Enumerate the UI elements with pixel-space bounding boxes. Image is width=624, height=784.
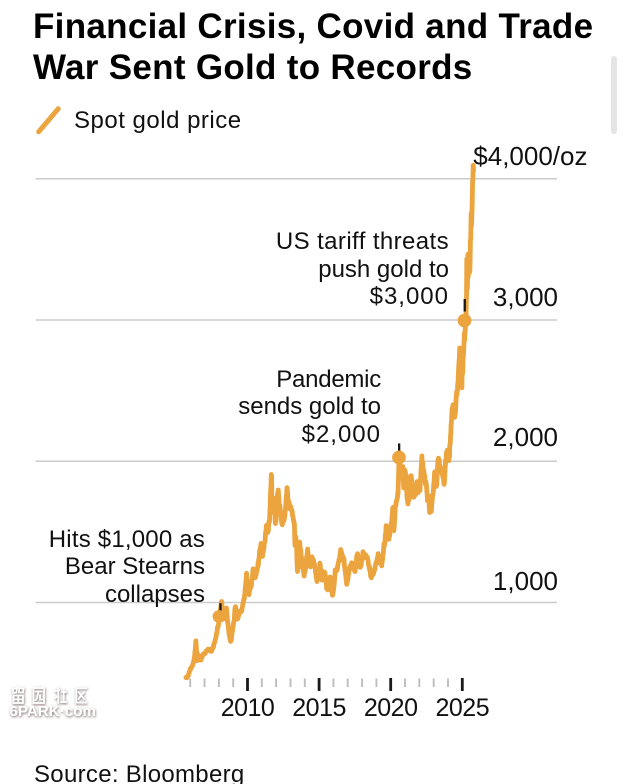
svg-text:6PARK·com: 6PARK·com [10,703,96,720]
